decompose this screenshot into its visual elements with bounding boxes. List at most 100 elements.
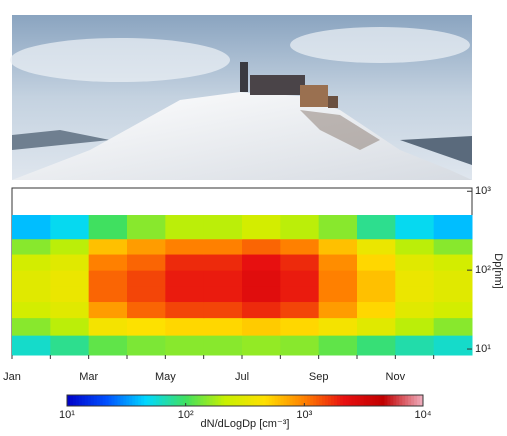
colorbar-segment	[147, 395, 150, 406]
heatmap-cell	[12, 239, 51, 255]
heatmap-cell	[434, 286, 473, 302]
heatmap-cell	[357, 286, 396, 302]
colorbar-segment	[304, 395, 307, 406]
colorbar-segment	[254, 395, 257, 406]
heatmap-cell	[12, 254, 51, 271]
heatmap-cell	[12, 270, 51, 286]
heatmap-cell	[204, 270, 243, 286]
colorbar-segment	[290, 395, 293, 406]
heatmap-cell	[89, 318, 128, 336]
heatmap-cell	[89, 239, 128, 255]
colorbar-segment	[337, 395, 340, 406]
colorbar-segment	[109, 395, 112, 406]
colorbar-segment	[67, 395, 70, 406]
colorbar-segment	[141, 395, 144, 406]
colorbar-segment	[408, 395, 411, 406]
colorbar-segment	[94, 395, 97, 406]
heatmap-cell	[357, 318, 396, 336]
heatmap-cell	[89, 215, 128, 239]
colorbar-segment	[287, 395, 290, 406]
colorbar-segment	[266, 395, 269, 406]
colorbar-segment	[180, 395, 183, 406]
heatmap-cell	[395, 335, 434, 355]
x-tick-label: Nov	[386, 371, 406, 383]
colorbar-segment	[355, 395, 358, 406]
heatmap-cell	[434, 318, 473, 336]
heatmap-cell	[127, 270, 166, 286]
colorbar-segment	[251, 395, 254, 406]
heatmap-cell	[12, 286, 51, 302]
colorbar-segment	[242, 395, 245, 406]
heatmap-cell	[127, 335, 166, 355]
heatmap-cell	[12, 302, 51, 319]
colorbar-segment	[399, 395, 402, 406]
colorbar-segment	[224, 395, 227, 406]
colorbar-segment	[358, 395, 361, 406]
heatmap-cell	[12, 318, 51, 336]
colorbar-segment	[402, 395, 405, 406]
heatmap-cell	[242, 254, 281, 271]
colorbar-segment	[135, 395, 138, 406]
colorbar-segment	[198, 395, 201, 406]
colorbar-segment	[79, 395, 82, 406]
heatmap-cell	[242, 239, 281, 255]
colorbar-segment	[411, 395, 414, 406]
heatmap-cell	[89, 254, 128, 271]
colorbar-segment	[189, 395, 192, 406]
colorbar-segment	[97, 395, 100, 406]
colorbar-segment	[373, 395, 376, 406]
heatmap-cell	[89, 335, 128, 355]
colorbar-segment	[334, 395, 337, 406]
heatmap-cell	[242, 302, 281, 319]
heatmap-cell	[165, 286, 204, 302]
heatmap-cell	[357, 335, 396, 355]
colorbar-segment	[236, 395, 239, 406]
colorbar-segment	[153, 395, 156, 406]
heatmap-cell	[319, 286, 358, 302]
colorbar-segment	[379, 395, 382, 406]
heatmap-cell	[434, 215, 473, 239]
heatmap-cell	[165, 254, 204, 271]
heatmap-cell	[395, 286, 434, 302]
heatmap-cell	[50, 302, 89, 319]
heatmap-cell	[319, 239, 358, 255]
heatmap-cell	[434, 335, 473, 355]
heatmap-cell	[204, 302, 243, 319]
heatmap-cell	[242, 335, 281, 355]
colorbar-segment	[73, 395, 76, 406]
colorbar-segment	[103, 395, 106, 406]
heatmap-cell	[319, 335, 358, 355]
heatmap-cell	[280, 239, 319, 255]
heatmap-cell	[357, 239, 396, 255]
figure: Dp[nm] JanMarMayJulSepNov10¹10²10³10¹10²…	[0, 0, 507, 431]
colorbar-segment	[159, 395, 162, 406]
heatmap-cell	[395, 302, 434, 319]
colorbar-segment	[209, 395, 212, 406]
colorbar-segment	[260, 395, 263, 406]
heatmap-cell	[204, 239, 243, 255]
colorbar-segment	[177, 395, 180, 406]
heatmap-cell	[280, 335, 319, 355]
colorbar-segment	[129, 395, 132, 406]
x-tick-label: Jan	[3, 371, 21, 383]
colorbar-segment	[284, 395, 287, 406]
colorbar-tick-label: 10²	[178, 409, 194, 421]
colorbar-segment	[328, 395, 331, 406]
colorbar-segment	[322, 395, 325, 406]
heatmap-cell	[434, 270, 473, 286]
colorbar-segment	[195, 395, 198, 406]
colorbar-segment	[263, 395, 266, 406]
heatmap-cell	[127, 318, 166, 336]
colorbar-segment	[269, 395, 272, 406]
colorbar-segment	[76, 395, 79, 406]
colorbar-segment	[292, 395, 295, 406]
heatmap-cell	[319, 270, 358, 286]
heatmap-cell	[50, 270, 89, 286]
colorbar-segment	[186, 395, 189, 406]
x-tick-label: Sep	[309, 371, 329, 383]
heatmap-cell	[280, 286, 319, 302]
heatmap-cell	[434, 254, 473, 271]
heatmap-cell	[204, 318, 243, 336]
heatmap-cell	[127, 286, 166, 302]
colorbar-segment	[343, 395, 346, 406]
